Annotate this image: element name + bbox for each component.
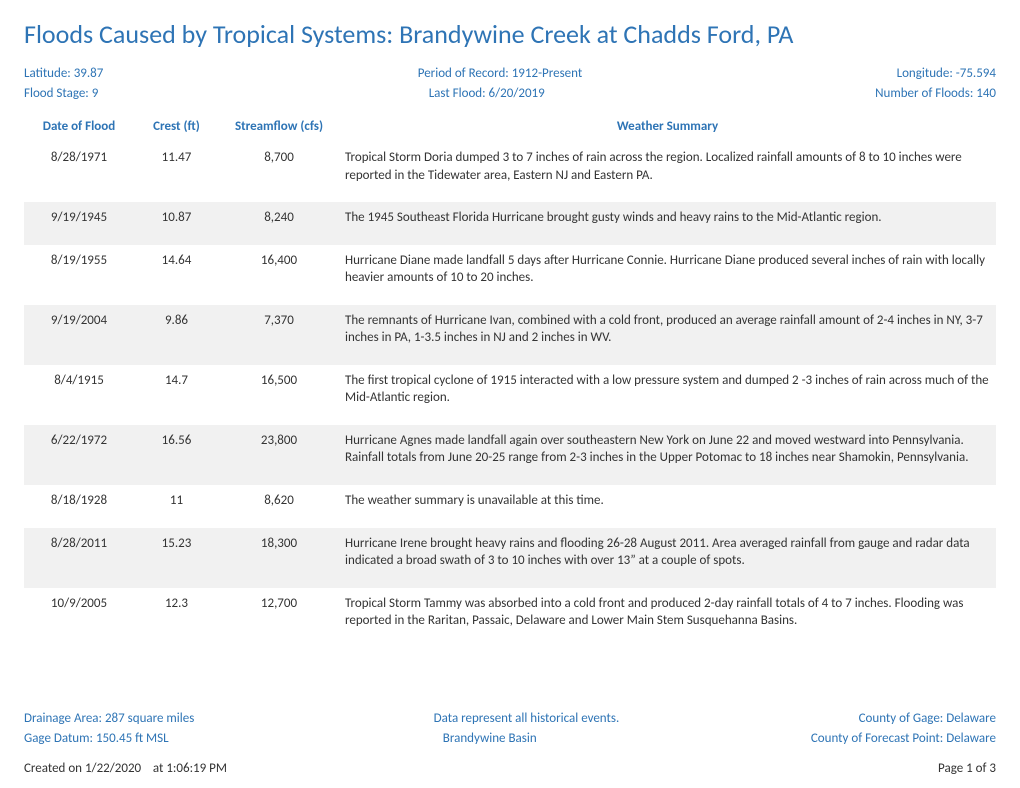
cell-crest: 12.3	[134, 588, 219, 648]
cell-summary: Hurricane Agnes made landfall again over…	[339, 425, 996, 485]
cell-crest: 14.7	[134, 365, 219, 425]
cell-date: 6/22/1972	[24, 425, 134, 485]
longitude-label: Longitude: -75.594	[897, 64, 996, 84]
cell-summary: Tropical Storm Tammy was absorbed into a…	[339, 588, 996, 648]
footer-meta: Drainage Area: 287 square miles Data rep…	[24, 709, 996, 748]
cell-summary: The 1945 Southeast Florida Hurricane bro…	[339, 202, 996, 245]
table-row: 8/4/191514.716,500The first tropical cyc…	[24, 365, 996, 425]
cell-date: 10/9/2005	[24, 588, 134, 648]
cell-date: 8/28/1971	[24, 142, 134, 202]
created-time: 1:06:19 PM	[166, 761, 227, 776]
cell-crest: 10.87	[134, 202, 219, 245]
num-floods-label: Number of Floods: 140	[875, 84, 996, 104]
cell-date: 9/19/1945	[24, 202, 134, 245]
county-gage-label: County of Gage: Delaware	[859, 709, 996, 729]
col-header-crest: Crest (ft)	[134, 113, 219, 142]
col-header-summary: Weather Summary	[339, 113, 996, 142]
cell-crest: 9.86	[134, 305, 219, 365]
cell-flow: 23,800	[219, 425, 339, 485]
header-meta: Latitude: 39.87 Period of Record: 1912-P…	[24, 64, 996, 103]
period-record-label: Period of Record: 1912-Present	[418, 64, 582, 84]
cell-flow: 16,400	[219, 245, 339, 305]
created-label: Created on	[24, 761, 82, 776]
col-header-flow: Streamflow (cfs)	[219, 113, 339, 142]
table-row: 8/19/195514.6416,400Hurricane Diane made…	[24, 245, 996, 305]
cell-summary: The remnants of Hurricane Ivan, combined…	[339, 305, 996, 365]
cell-flow: 8,620	[219, 485, 339, 528]
cell-crest: 11	[134, 485, 219, 528]
last-flood-label: Last Flood: 6/20/2019	[429, 84, 545, 104]
cell-date: 8/4/1915	[24, 365, 134, 425]
table-row: 8/18/1928118,620The weather summary is u…	[24, 485, 996, 528]
cell-flow: 8,700	[219, 142, 339, 202]
latitude-label: Latitude: 39.87	[24, 64, 103, 84]
cell-summary: The first tropical cyclone of 1915 inter…	[339, 365, 996, 425]
col-header-date: Date of Flood	[24, 113, 134, 142]
basin-label: Brandywine Basin	[443, 729, 537, 749]
cell-date: 8/28/2011	[24, 528, 134, 588]
cell-crest: 16.56	[134, 425, 219, 485]
cell-summary: Tropical Storm Doria dumped 3 to 7 inche…	[339, 142, 996, 202]
cell-date: 9/19/2004	[24, 305, 134, 365]
page-footer: Created on 1/22/2020 at 1:06:19 PM Page …	[24, 761, 996, 776]
cell-summary: The weather summary is unavailable at th…	[339, 485, 996, 528]
flood-events-table: Date of Flood Crest (ft) Streamflow (cfs…	[24, 113, 996, 648]
created-date: 1/22/2020	[85, 761, 141, 776]
cell-summary: Hurricane Irene brought heavy rains and …	[339, 528, 996, 588]
drainage-area-label: Drainage Area: 287 square miles	[24, 709, 194, 729]
table-header-row: Date of Flood Crest (ft) Streamflow (cfs…	[24, 113, 996, 142]
cell-date: 8/19/1955	[24, 245, 134, 305]
table-row: 9/19/194510.878,240The 1945 Southeast Fl…	[24, 202, 996, 245]
table-row: 8/28/201115.2318,300Hurricane Irene brou…	[24, 528, 996, 588]
page-number: Page 1 of 3	[938, 761, 996, 776]
data-note-label: Data represent all historical events.	[434, 709, 620, 729]
table-row: 10/9/200512.312,700Tropical Storm Tammy …	[24, 588, 996, 648]
flood-stage-label: Flood Stage: 9	[24, 84, 98, 104]
created-on-text: Created on 1/22/2020 at 1:06:19 PM	[24, 761, 227, 776]
cell-flow: 8,240	[219, 202, 339, 245]
created-at-label: at	[153, 761, 163, 776]
cell-flow: 12,700	[219, 588, 339, 648]
cell-flow: 18,300	[219, 528, 339, 588]
cell-summary: Hurricane Diane made landfall 5 days aft…	[339, 245, 996, 305]
gage-datum-label: Gage Datum: 150.45 ft MSL	[24, 729, 169, 749]
cell-flow: 7,370	[219, 305, 339, 365]
cell-flow: 16,500	[219, 365, 339, 425]
page-title: Floods Caused by Tropical Systems: Brand…	[24, 18, 996, 50]
cell-crest: 15.23	[134, 528, 219, 588]
cell-crest: 14.64	[134, 245, 219, 305]
table-row: 8/28/197111.478,700Tropical Storm Doria …	[24, 142, 996, 202]
cell-crest: 11.47	[134, 142, 219, 202]
county-forecast-label: County of Forecast Point: Delaware	[811, 729, 996, 749]
table-row: 6/22/197216.5623,800Hurricane Agnes made…	[24, 425, 996, 485]
cell-date: 8/18/1928	[24, 485, 134, 528]
table-row: 9/19/20049.867,370The remnants of Hurric…	[24, 305, 996, 365]
